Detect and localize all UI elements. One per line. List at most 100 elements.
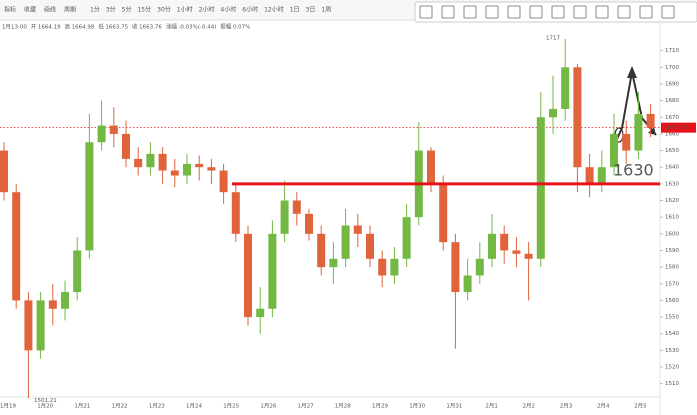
x-tick-label: 2月4 <box>597 403 610 410</box>
candle-body <box>195 163 204 168</box>
support-label: 1630 <box>613 160 654 179</box>
max-label: 1717 <box>546 35 560 41</box>
drawn-arrow <box>611 71 657 151</box>
period-button[interactable]: 1小时 <box>177 6 193 14</box>
draw-tool[interactable] <box>463 5 477 19</box>
period-button[interactable]: 1周 <box>321 7 331 14</box>
info-low-label: 低 <box>98 23 104 31</box>
candle-body <box>268 233 277 309</box>
candle-body <box>61 292 69 309</box>
min-label: 1501.21 <box>34 398 57 404</box>
toolbar-button[interactable]: 画线 <box>44 6 56 14</box>
x-tick-label: 1月19 <box>0 403 16 410</box>
y-tick-label: 1540 <box>665 331 679 337</box>
x-tick-label: 1月31 <box>446 403 462 410</box>
drawing-toolbar[interactable] <box>414 1 697 23</box>
period-button[interactable]: 3分 <box>106 6 116 14</box>
draw-tool[interactable] <box>529 5 543 19</box>
y-tick-label: 1680 <box>665 98 679 104</box>
draw-tool[interactable] <box>507 5 521 19</box>
candle-body <box>573 67 582 168</box>
x-tick-label: 2月5 <box>634 403 647 410</box>
x-tick-label: 1月20 <box>37 403 53 410</box>
period-button[interactable]: 3日 <box>306 7 316 14</box>
period-button[interactable]: 1日 <box>290 7 300 14</box>
candle-body <box>366 233 374 259</box>
candle-body <box>561 67 570 109</box>
x-tick-label: 1月30 <box>409 403 425 410</box>
info-high: 1664.98 <box>72 25 95 31</box>
toolbar-button[interactable]: 收藏 <box>24 6 36 14</box>
candle-body <box>475 258 484 276</box>
y-tick-label: 1580 <box>665 265 679 271</box>
candle-body <box>146 153 155 168</box>
info-open-label: 开 <box>31 24 37 31</box>
toolbar-button[interactable]: 指标 <box>4 6 16 14</box>
candle-body <box>12 192 21 301</box>
candle-body <box>378 258 387 276</box>
draw-tool[interactable] <box>441 5 455 19</box>
x-tick-label: 1月24 <box>186 403 202 410</box>
arrow-head <box>648 127 656 135</box>
draw-tool[interactable] <box>639 5 653 19</box>
period-button[interactable]: 30分 <box>157 6 171 14</box>
info-high-label: 高 <box>65 23 71 31</box>
candle-body <box>317 233 326 268</box>
info-low: 1663.75 <box>105 25 128 31</box>
draw-tool[interactable] <box>419 5 433 19</box>
candle-body <box>280 200 289 234</box>
candle-body <box>134 158 143 168</box>
candle-body <box>256 308 265 318</box>
y-tick-label: 1600 <box>665 231 679 237</box>
draw-tool[interactable] <box>551 5 565 19</box>
candle-body <box>158 153 167 171</box>
candle-body <box>402 217 411 259</box>
candle-body <box>73 250 82 293</box>
candle-body <box>597 167 606 184</box>
arrow-head <box>627 66 637 78</box>
candle-body <box>207 167 216 171</box>
candle-body <box>549 108 557 118</box>
candle-body <box>634 113 643 151</box>
candle-body <box>292 200 301 214</box>
candle-body <box>244 233 252 318</box>
candle-body <box>329 258 338 268</box>
period-button[interactable]: 1分 <box>90 6 100 14</box>
x-tick-label: 1月27 <box>298 403 314 410</box>
period-button[interactable]: 12小时 <box>264 6 284 14</box>
x-tick-label: 1月26 <box>260 403 276 410</box>
period-button[interactable]: 4小时 <box>220 6 236 14</box>
info-close-label: 收 <box>132 23 138 31</box>
toolbar-button[interactable]: 周期 <box>64 6 76 14</box>
y-tick-label: 1620 <box>665 198 679 204</box>
candle-body <box>427 150 435 184</box>
x-tick-label: 1月21 <box>74 403 90 410</box>
y-tick-label: 1570 <box>665 281 679 287</box>
draw-tool[interactable] <box>595 5 609 19</box>
candle-body <box>48 300 57 309</box>
y-tick-label: 1610 <box>665 215 679 221</box>
candle-body <box>536 117 545 259</box>
period-button[interactable]: 6小时 <box>242 6 258 14</box>
period-button[interactable]: 15分 <box>137 6 151 14</box>
draw-tool[interactable] <box>485 5 499 19</box>
draw-tool[interactable] <box>573 5 587 19</box>
y-tick-label: 1530 <box>665 348 679 354</box>
candle-body <box>97 125 106 143</box>
y-tick-label: 1700 <box>665 65 679 71</box>
period-button[interactable]: 2小时 <box>199 6 215 14</box>
draw-tool[interactable] <box>617 5 631 19</box>
period-button[interactable]: 5分 <box>122 6 132 14</box>
x-tick-label: 2月1 <box>485 403 498 410</box>
candle-body <box>231 192 240 234</box>
draw-tool[interactable] <box>661 5 675 19</box>
y-tick-label: 1590 <box>665 248 679 254</box>
candle-body <box>463 275 472 293</box>
last-price-label: 1663.76 <box>664 125 687 131</box>
info-open: 1664.19 <box>38 25 61 31</box>
info-amp-label: 振幅 <box>220 23 232 31</box>
candle-body <box>585 167 594 184</box>
candle-body <box>451 242 460 293</box>
y-tick-label: 1520 <box>665 365 679 371</box>
